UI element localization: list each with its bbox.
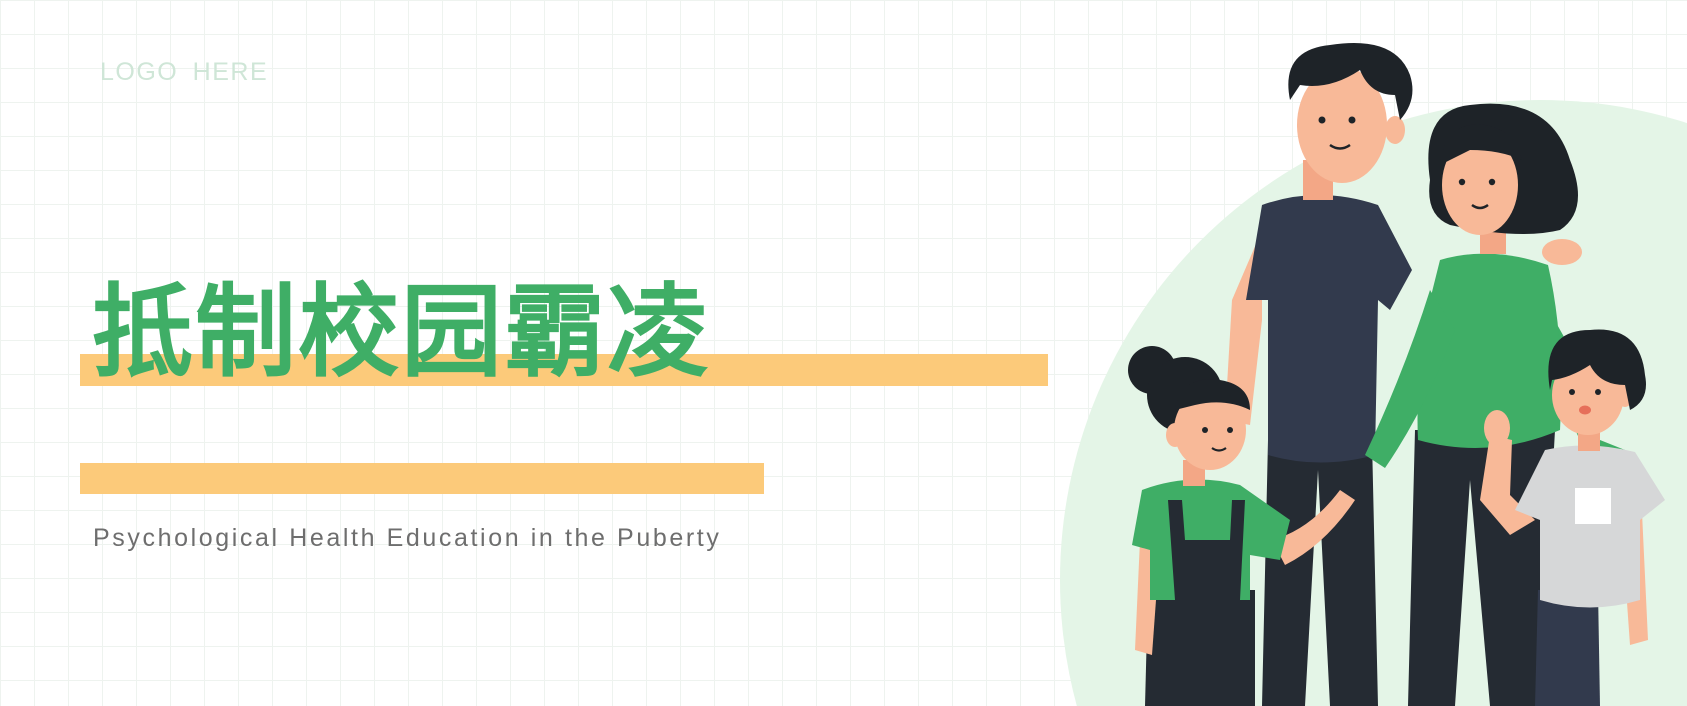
logo-placeholder: LOGO HERE (100, 58, 269, 86)
mother-figure (1365, 103, 1625, 706)
title-highlight-bar (80, 354, 1048, 386)
slide-subtitle: Psychological Health Education in the Pu… (93, 524, 722, 552)
slide-title: 抵制校园霸凌 (92, 273, 711, 391)
boy-figure (1480, 329, 1665, 706)
subtitle-accent-bar (80, 463, 764, 494)
family-of-four-icon (1060, 43, 1687, 706)
girl-figure (1128, 346, 1355, 706)
